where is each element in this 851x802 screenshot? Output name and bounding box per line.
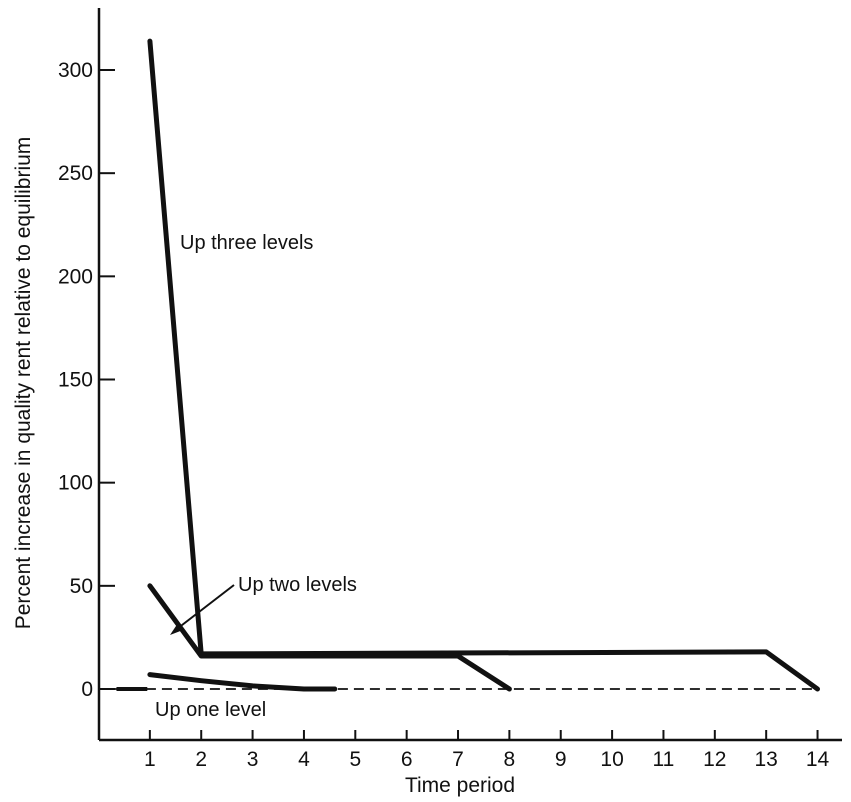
series-label-up-two-levels: Up two levels (238, 574, 357, 596)
x-tick-label: 4 (298, 748, 310, 771)
x-ticks: 1 2 3 4 5 6 7 8 9 10 11 12 13 14 (144, 730, 830, 771)
series-group (116, 38, 820, 692)
x-tick-label: 3 (247, 748, 259, 771)
x-tick-label: 14 (806, 748, 830, 771)
series-label-up-one-level: Up one level (155, 699, 266, 721)
x-tick-label: 12 (703, 748, 726, 771)
y-tick-label: 200 (58, 265, 93, 288)
x-tick-label: 2 (195, 748, 207, 771)
x-axis-title: Time period (405, 774, 515, 797)
x-tick-label: 10 (600, 748, 623, 771)
y-tick-label: 250 (58, 162, 93, 185)
annotation-arrow (172, 584, 235, 633)
y-tick-label: 300 (58, 59, 93, 82)
x-tick-label: 1 (144, 748, 156, 771)
x-tick-label: 9 (555, 748, 567, 771)
axes (97, 8, 842, 742)
x-tick-label: 6 (401, 748, 413, 771)
x-tick-label: 5 (349, 748, 361, 771)
y-tick-label: 150 (58, 369, 93, 392)
series-line-up-one-level (147, 672, 338, 692)
y-axis-title: Percent increase in quality rent relativ… (12, 137, 35, 630)
y-tick-label: 100 (58, 472, 93, 495)
series-line-up-three-levels (147, 38, 820, 692)
x-tick-label: 13 (755, 748, 778, 771)
x-tick-label: 8 (504, 748, 516, 771)
x-tick-label: 11 (653, 748, 675, 771)
y-tick-label: 0 (81, 678, 93, 701)
y-ticks: 0 50 100 150 200 250 300 (58, 59, 115, 701)
annotation-arrowhead (170, 623, 183, 635)
y-tick-label: 50 (70, 575, 93, 598)
series-line-up-two-levels (147, 583, 512, 692)
annotations: Up three levels Up two levels Up one lev… (155, 232, 357, 721)
series-label-up-three-levels: Up three levels (180, 232, 313, 254)
x-tick-label: 7 (452, 748, 464, 771)
